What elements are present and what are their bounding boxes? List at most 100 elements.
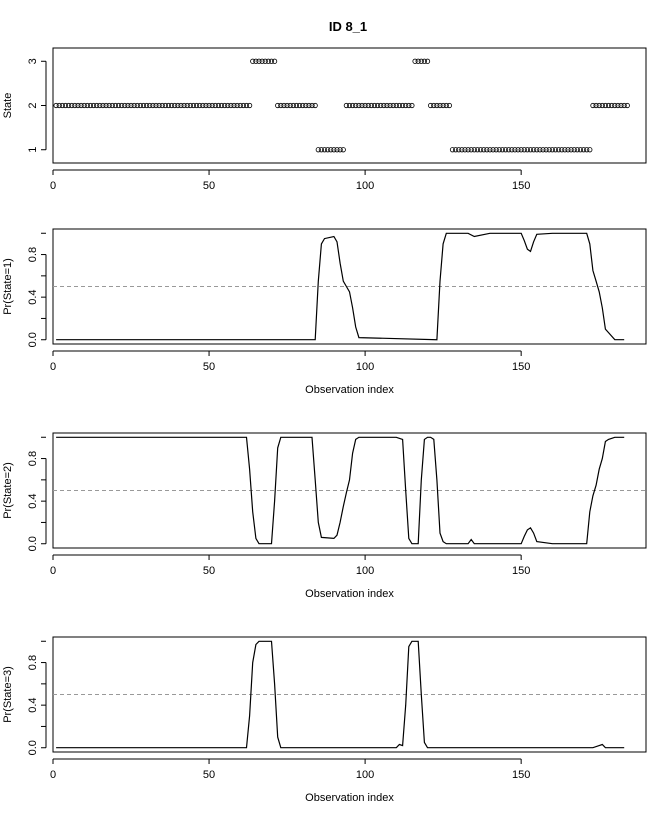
- chart-title: ID 8_1: [329, 19, 367, 34]
- x-tick-label: 0: [50, 565, 56, 577]
- state-point: [521, 147, 527, 153]
- state-point: [471, 147, 477, 153]
- state-point: [100, 102, 106, 109]
- x-tick-label: 150: [512, 180, 530, 192]
- x-tick-label: 150: [512, 769, 530, 781]
- state-point: [293, 102, 300, 109]
- state-point: [315, 147, 321, 153]
- state-point: [574, 147, 580, 153]
- state-point: [599, 102, 605, 109]
- state-point: [181, 102, 187, 109]
- state-point: [337, 147, 343, 153]
- state-point: [159, 102, 165, 109]
- plot-frame: [52, 47, 647, 164]
- y-axis-label: Pr(State=2): [2, 462, 14, 519]
- state-point: [446, 102, 452, 109]
- state-point: [524, 147, 531, 153]
- state-point: [615, 102, 621, 109]
- state-point: [359, 102, 365, 109]
- state-point: [300, 102, 306, 109]
- state-point: [290, 102, 296, 109]
- state-point: [234, 102, 240, 109]
- state-point: [278, 102, 284, 109]
- state-point: [144, 102, 150, 109]
- state-point: [596, 102, 602, 109]
- state-point: [399, 102, 406, 109]
- state-point: [506, 147, 512, 153]
- state-point: [237, 102, 243, 109]
- state-point: [365, 102, 371, 109]
- state-point: [334, 147, 340, 153]
- state-point: [409, 102, 415, 109]
- state-point: [434, 102, 440, 109]
- state-point: [477, 147, 484, 153]
- state-point: [421, 58, 428, 64]
- state-point: [593, 102, 599, 109]
- state-point: [412, 58, 418, 64]
- state-point: [153, 102, 159, 109]
- state-point: [403, 102, 409, 109]
- state-point: [568, 147, 574, 153]
- state-point: [356, 102, 362, 109]
- state-point: [296, 102, 303, 109]
- state-point: [552, 147, 559, 153]
- state-point: [605, 102, 612, 109]
- state-point: [512, 147, 518, 153]
- state-point: [84, 102, 90, 109]
- y-axis-label: Pr(State=3): [2, 666, 14, 723]
- state-point: [119, 102, 125, 109]
- state-point: [268, 58, 275, 64]
- state-point: [543, 147, 549, 153]
- state-point: [621, 102, 627, 109]
- state-point: [203, 102, 209, 109]
- state-point: [256, 58, 262, 64]
- x-tick-label: 50: [203, 769, 215, 781]
- state-point: [81, 102, 87, 109]
- state-point: [287, 102, 293, 109]
- state-point: [390, 102, 396, 109]
- state-point: [468, 147, 474, 153]
- state-point: [387, 102, 393, 109]
- state-point: [418, 58, 424, 64]
- state-point: [431, 102, 437, 109]
- state-point: [493, 147, 499, 153]
- state-point: [465, 147, 471, 153]
- state-point: [362, 102, 368, 109]
- state-point: [271, 58, 278, 64]
- state-point: [284, 102, 290, 109]
- state-point: [565, 147, 571, 153]
- y-axis: 1 2 3: [27, 58, 47, 153]
- state-point: [462, 147, 468, 153]
- state-point: [618, 102, 624, 109]
- state-point: [393, 102, 399, 109]
- x-tick-label: 100: [356, 769, 374, 781]
- x-tick-label: 0: [50, 769, 56, 781]
- state-point: [540, 147, 546, 153]
- state-point: [69, 102, 75, 109]
- state-point: [612, 102, 618, 109]
- x-tick-label: 150: [512, 361, 530, 373]
- probability-line: [56, 436, 625, 545]
- state-point: [253, 58, 259, 64]
- state-point: [250, 58, 256, 64]
- state-point: [424, 58, 431, 64]
- state-point: [78, 102, 84, 109]
- state-point: [499, 147, 506, 153]
- state-point: [225, 102, 231, 109]
- state-point: [443, 102, 449, 109]
- state-point: [546, 147, 552, 153]
- state-point: [209, 102, 215, 109]
- y-tick-label: 2: [27, 102, 39, 108]
- x-tick-label: 50: [203, 361, 215, 373]
- x-tick-label: 150: [512, 565, 530, 577]
- state-point: [125, 102, 131, 109]
- state-point: [243, 102, 250, 109]
- state-point: [490, 147, 496, 153]
- state-point: [212, 102, 218, 109]
- state-point: [584, 147, 590, 153]
- state-point: [440, 102, 446, 109]
- state-point: [556, 147, 562, 153]
- state-point: [97, 102, 103, 109]
- y-tick-label: 0.8: [27, 655, 39, 670]
